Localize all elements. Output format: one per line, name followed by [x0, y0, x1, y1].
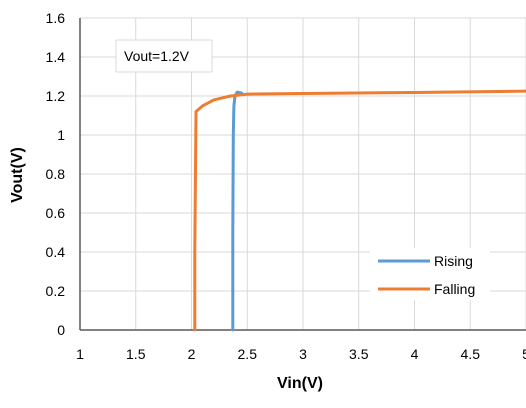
y-tick-label: 0 — [57, 322, 65, 338]
x-tick-label: 5 — [522, 346, 526, 362]
series-line-falling — [193, 89, 526, 332]
x-tick-label: 4.5 — [461, 346, 481, 362]
series-line-rising — [231, 90, 244, 332]
x-tick-label: 3 — [299, 346, 307, 362]
y-axis-title: Vout(V) — [9, 147, 26, 203]
legend-label-rising: Rising — [434, 253, 473, 269]
x-tick-label: 3.5 — [349, 346, 369, 362]
y-tick-label: 1.6 — [46, 10, 66, 26]
annotation-text: Vout=1.2V — [124, 48, 190, 64]
y-tick-label: 0.8 — [46, 166, 66, 182]
y-tick-label: 0.2 — [46, 283, 66, 299]
x-tick-label: 4 — [411, 346, 419, 362]
annotation-box: Vout=1.2V — [115, 39, 213, 73]
y-tick-label: 1 — [57, 127, 65, 143]
x-tick-label: 2.5 — [238, 346, 258, 362]
data-series — [193, 89, 526, 332]
y-tick-label: 1.4 — [46, 49, 66, 65]
y-tick-label: 0.4 — [46, 244, 66, 260]
y-tick-label: 1.2 — [46, 88, 66, 104]
legend-label-falling: Falling — [434, 281, 475, 297]
axes — [79, 18, 526, 331]
tick-labels: 1 1.5 2 2.5 3 3.5 4 4.5 5 0 0.2 0.4 0.6 0.8 1 1.2 1.4 1.6 — [46, 10, 526, 362]
x-axis-title: Vin(V) — [277, 375, 323, 392]
gridlines — [80, 17, 526, 330]
x-tick-label: 2 — [188, 346, 196, 362]
x-tick-label: 1.5 — [126, 346, 146, 362]
legend: Rising Falling — [370, 248, 490, 300]
y-tick-label: 0.6 — [46, 205, 66, 221]
x-tick-label: 1 — [76, 346, 84, 362]
